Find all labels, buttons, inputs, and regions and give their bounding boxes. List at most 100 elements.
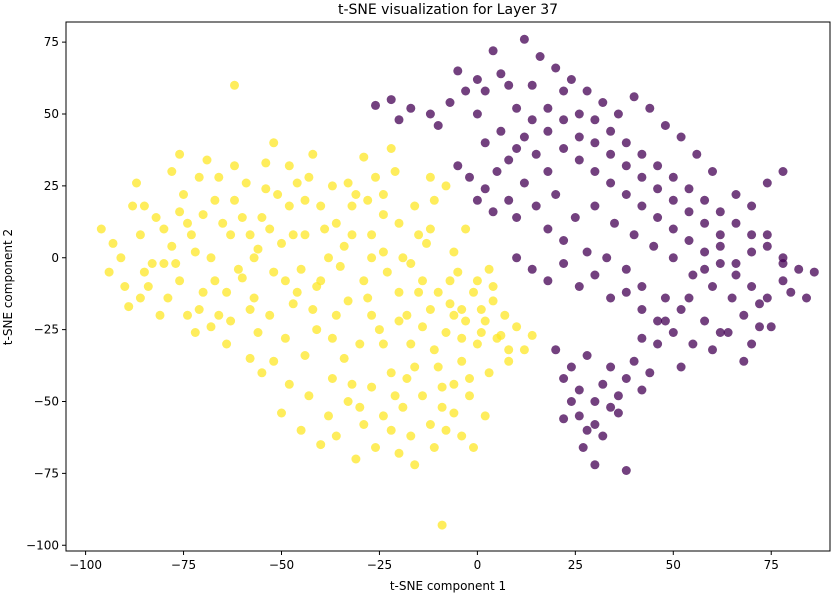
- scatter-point: [382, 267, 392, 277]
- scatter-point: [190, 328, 200, 337]
- scatter-point: [371, 100, 380, 110]
- scatter-point: [296, 264, 306, 274]
- scatter-point: [214, 172, 224, 182]
- scatter-point: [143, 282, 153, 291]
- scatter-point: [676, 362, 686, 372]
- x-tick-label: −100: [69, 558, 102, 572]
- scatter-point: [688, 339, 698, 349]
- scatter-point: [566, 362, 576, 372]
- scatter-point: [425, 109, 435, 119]
- scatter-point: [762, 178, 772, 188]
- scatter-point: [437, 520, 447, 530]
- scatter-point: [660, 121, 670, 130]
- scatter-point: [794, 264, 804, 274]
- scatter-point: [778, 276, 788, 286]
- scatter-point: [590, 270, 600, 280]
- scatter-point: [406, 339, 416, 349]
- scatter-point: [492, 167, 502, 176]
- scatter-point: [210, 276, 220, 286]
- scatter-point: [222, 287, 232, 297]
- scatter-point: [183, 218, 192, 228]
- scatter-point: [472, 276, 482, 286]
- scatter-point: [637, 333, 647, 343]
- scatter-point: [230, 161, 239, 171]
- scatter-point: [418, 391, 427, 401]
- scatter-point: [653, 213, 663, 222]
- scatter-point: [574, 282, 584, 291]
- scatter-point: [492, 333, 502, 343]
- scatter-point: [437, 382, 447, 392]
- scatter-point: [512, 103, 522, 113]
- scatter-point: [621, 374, 631, 383]
- scatter-point: [398, 402, 408, 412]
- scatter-point: [582, 247, 592, 257]
- scatter-point: [386, 368, 396, 378]
- scatter-point: [653, 339, 663, 349]
- scatter-point: [331, 218, 341, 228]
- scatter-point: [312, 325, 322, 335]
- scatter-point: [461, 224, 471, 234]
- scatter-point: [367, 310, 377, 320]
- scatter-point: [739, 356, 749, 366]
- scatter-point: [139, 201, 149, 211]
- scatter-point: [574, 109, 584, 119]
- scatter-point: [488, 207, 498, 217]
- scatter-point: [590, 397, 600, 406]
- scatter-point: [269, 138, 279, 148]
- scatter-point: [543, 224, 553, 234]
- scatter-point: [390, 391, 400, 401]
- scatter-point: [668, 224, 678, 234]
- scatter-point: [762, 293, 772, 303]
- scatter-point: [629, 356, 639, 366]
- scatter-point: [265, 224, 275, 234]
- scatter-point: [559, 374, 569, 383]
- scatter-point: [637, 172, 647, 182]
- scatter-point: [559, 414, 569, 424]
- scatter-point: [226, 316, 236, 326]
- scatter-point: [762, 241, 772, 251]
- scatter-point: [582, 425, 592, 435]
- scatter-point: [453, 66, 463, 76]
- scatter-point: [762, 230, 772, 240]
- scatter-point: [406, 259, 416, 268]
- scatter-point: [288, 230, 298, 240]
- scatter-point: [660, 316, 670, 326]
- scatter-point: [96, 224, 106, 234]
- scatter-point: [351, 454, 361, 464]
- scatter-point: [300, 230, 310, 240]
- scatter-point: [504, 155, 514, 165]
- scatter-point: [566, 75, 576, 84]
- scatter-point: [676, 305, 686, 314]
- scatter-point: [668, 253, 678, 263]
- scatter-point: [292, 178, 302, 188]
- scatter-point: [206, 322, 216, 332]
- scatter-point: [351, 190, 361, 199]
- scatter-point: [582, 351, 592, 360]
- scatter-point: [637, 201, 647, 211]
- scatter-point: [418, 276, 427, 286]
- scatter-point: [472, 75, 482, 84]
- scatter-point: [120, 282, 130, 291]
- scatter-point: [347, 201, 357, 211]
- scatter-point: [175, 149, 185, 159]
- scatter-point: [559, 236, 569, 245]
- scatter-point: [186, 230, 196, 240]
- scatter-point: [606, 362, 616, 372]
- scatter-point: [621, 161, 631, 171]
- scatter-point: [731, 259, 741, 268]
- scatter-point: [378, 190, 388, 199]
- scatter-point: [433, 121, 443, 130]
- scatter-point: [527, 264, 537, 274]
- x-axis-label: t-SNE component 1: [390, 579, 506, 593]
- scatter-point: [316, 201, 326, 211]
- scatter-point: [637, 385, 647, 395]
- scatter-point: [202, 155, 212, 165]
- scatter-point: [245, 353, 255, 363]
- scatter-point: [414, 230, 424, 240]
- scatter-point: [210, 195, 220, 205]
- scatter-point: [465, 374, 474, 383]
- scatter-point: [406, 431, 416, 441]
- scatter-point: [206, 253, 216, 263]
- scatter-point: [367, 230, 377, 240]
- scatter-point: [621, 264, 631, 274]
